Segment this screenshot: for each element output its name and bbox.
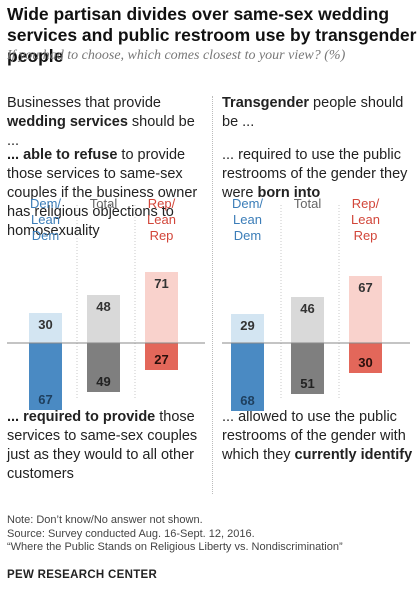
bar-lower xyxy=(231,343,264,411)
bar-lower-label: 27 xyxy=(154,352,168,367)
footer-report: “Where the Public Stands on Religious Li… xyxy=(7,541,343,553)
bar-lower-label: 51 xyxy=(300,376,314,391)
category-label: Total xyxy=(294,196,322,211)
left-panel-top-description: ... able to refuse to provide those serv… xyxy=(7,147,198,239)
right-panel-heading: Transgender people should be ... xyxy=(222,95,404,130)
bar-upper-label: 71 xyxy=(154,276,168,291)
panel-divider xyxy=(212,96,213,494)
bar-upper xyxy=(291,297,324,343)
pew-brand: PEW RESEARCH CENTER xyxy=(7,569,158,581)
bar-lower xyxy=(29,343,62,410)
bar-upper xyxy=(349,276,382,343)
bar-lower xyxy=(145,343,178,370)
footer-notes: Note: Don’t know/No answer not shown. So… xyxy=(7,514,417,555)
chart-subtitle: If you had to choose, which comes closes… xyxy=(7,48,346,63)
bar-upper xyxy=(87,295,120,343)
left-panel-bottom-description: ... required to provide those services t… xyxy=(7,409,198,482)
bar-upper-label: 46 xyxy=(300,301,314,316)
bar-lower xyxy=(291,343,324,394)
category-label: Dem/Lean Dem xyxy=(232,196,263,243)
bar-upper-label: 30 xyxy=(38,317,52,332)
category-label: Total xyxy=(90,196,118,211)
right-panel-bottom-description: ... allowed to use the public restrooms … xyxy=(222,409,413,463)
bar-upper-label: 48 xyxy=(96,299,110,314)
bar-lower-label: 49 xyxy=(96,374,110,389)
footer-source: Source: Survey conducted Aug. 16-Sept. 1… xyxy=(7,527,255,540)
right-panel-top-description: ... required to use the public restrooms… xyxy=(222,147,408,201)
category-label: Rep/Lean Rep xyxy=(351,196,380,243)
bar-lower-label: 30 xyxy=(358,355,372,370)
bar-lower xyxy=(87,343,120,392)
bar-lower-label: 67 xyxy=(38,392,52,407)
bar-upper xyxy=(29,313,62,343)
bar-upper xyxy=(145,272,178,343)
footer-note: Note: Don’t know/No answer not shown. xyxy=(7,514,203,526)
chart-title: Wide partisan divides over same-sex wedd… xyxy=(7,4,417,66)
category-label: Dem/Lean Dem xyxy=(30,196,61,243)
bar-lower xyxy=(349,343,382,373)
category-label: Rep/Lean Rep xyxy=(147,196,176,243)
bar-lower-label: 68 xyxy=(240,393,254,408)
bar-upper-label: 29 xyxy=(240,318,254,333)
bar-upper xyxy=(231,314,264,343)
left-panel-heading: Businesses that provide wedding services… xyxy=(7,95,195,149)
bar-upper-label: 67 xyxy=(358,280,372,295)
